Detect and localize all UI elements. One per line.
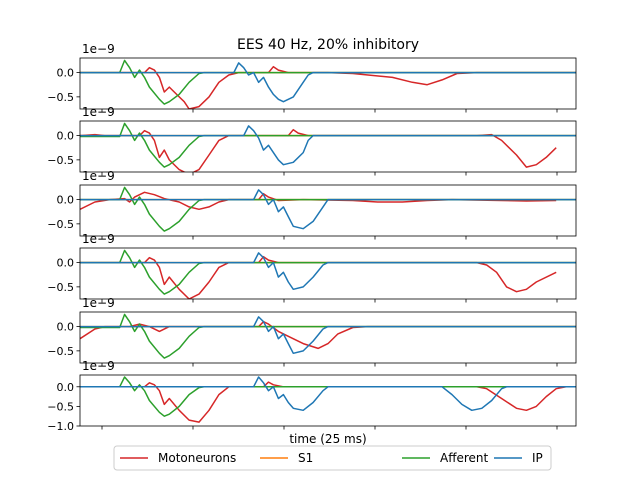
legend-label: Afferent (440, 451, 489, 465)
series-line-motoneurons (80, 191, 557, 211)
subplot-1: 1e−9 0.0 −0.5 (47, 42, 577, 113)
legend-entry-ip: IP (494, 451, 543, 465)
series-line-motoneurons (80, 128, 557, 172)
y-tick-label: −0.5 (47, 345, 74, 358)
series-line-ip (80, 316, 576, 355)
series-line-motoneurons (80, 65, 576, 109)
series-line-afferent (80, 376, 576, 417)
subplot-6: 1e−9 0.0 −0.5 −1.0 (47, 359, 577, 433)
y-tick-label: 0.0 (57, 194, 75, 207)
chart-title: EES 40 Hz, 20% inhibitory (237, 37, 419, 53)
y-tick-label: 0.0 (57, 257, 75, 270)
series-line-afferent (80, 313, 576, 359)
series-line-afferent (80, 186, 576, 232)
series-line-ip (80, 376, 576, 412)
y-tick-label: 0.0 (57, 321, 75, 334)
legend-entry-s1: S1 (260, 451, 313, 465)
legend-entry-motoneurons: Motoneurons (120, 451, 236, 465)
y-offset-label: 1e−9 (82, 359, 115, 373)
subplot-2: 1e−9 0.0 −0.5 (47, 105, 577, 176)
y-tick-label: 0.0 (57, 130, 75, 143)
y-offset-label: 1e−9 (82, 105, 115, 119)
axes-frame (79, 184, 577, 237)
axes-frame (79, 311, 577, 364)
y-tick-label: 0.0 (57, 67, 75, 80)
axes-frame (79, 374, 577, 427)
y-offset-label: 1e−9 (82, 169, 115, 183)
y-tick-label: −0.5 (47, 91, 74, 104)
y-offset-label: 1e−9 (82, 296, 115, 310)
subplot-5: 1e−9 0.0 −0.5 (47, 296, 577, 367)
legend-box (113, 445, 552, 471)
legend-label: S1 (298, 451, 313, 465)
series-line-ip (80, 125, 576, 166)
legend-label: Motoneurons (158, 451, 236, 465)
subplot-4: 1e−9 0.0 −0.5 (47, 232, 577, 303)
axes-frame (79, 57, 577, 110)
y-tick-label: −0.5 (47, 400, 74, 413)
y-tick-label: −1.0 (47, 420, 74, 433)
axes-frame (79, 247, 577, 300)
series-line-ip (80, 252, 576, 291)
subplot-3: 1e−9 0.0 −0.5 (47, 169, 577, 240)
legend: Motoneurons S1 Afferent IP (113, 445, 552, 471)
y-offset-label: 1e−9 (82, 42, 115, 56)
legend-entry-afferent: Afferent (402, 451, 489, 465)
series-line-ip (80, 189, 576, 230)
y-offset-label: 1e−9 (82, 232, 115, 246)
series-line-afferent (80, 59, 576, 105)
series-line-afferent (80, 122, 576, 168)
series-line-motoneurons (80, 320, 576, 350)
y-tick-label: 0.0 (57, 381, 75, 394)
y-tick-label: −0.5 (47, 281, 74, 294)
y-tick-label: −0.5 (47, 154, 74, 167)
series-line-ip (80, 62, 576, 103)
series-line-afferent (80, 249, 576, 295)
x-axis-label: time (25 ms) (289, 432, 366, 446)
axes-frame (79, 120, 577, 173)
legend-label: IP (532, 451, 543, 465)
subplot-panels: 1e−9 0.0 −0.5 1e−9 0.0 −0.5 1e−9 0.0 −0.5 1e−9 0.0… (47, 42, 577, 433)
y-tick-label: −0.5 (47, 218, 74, 231)
